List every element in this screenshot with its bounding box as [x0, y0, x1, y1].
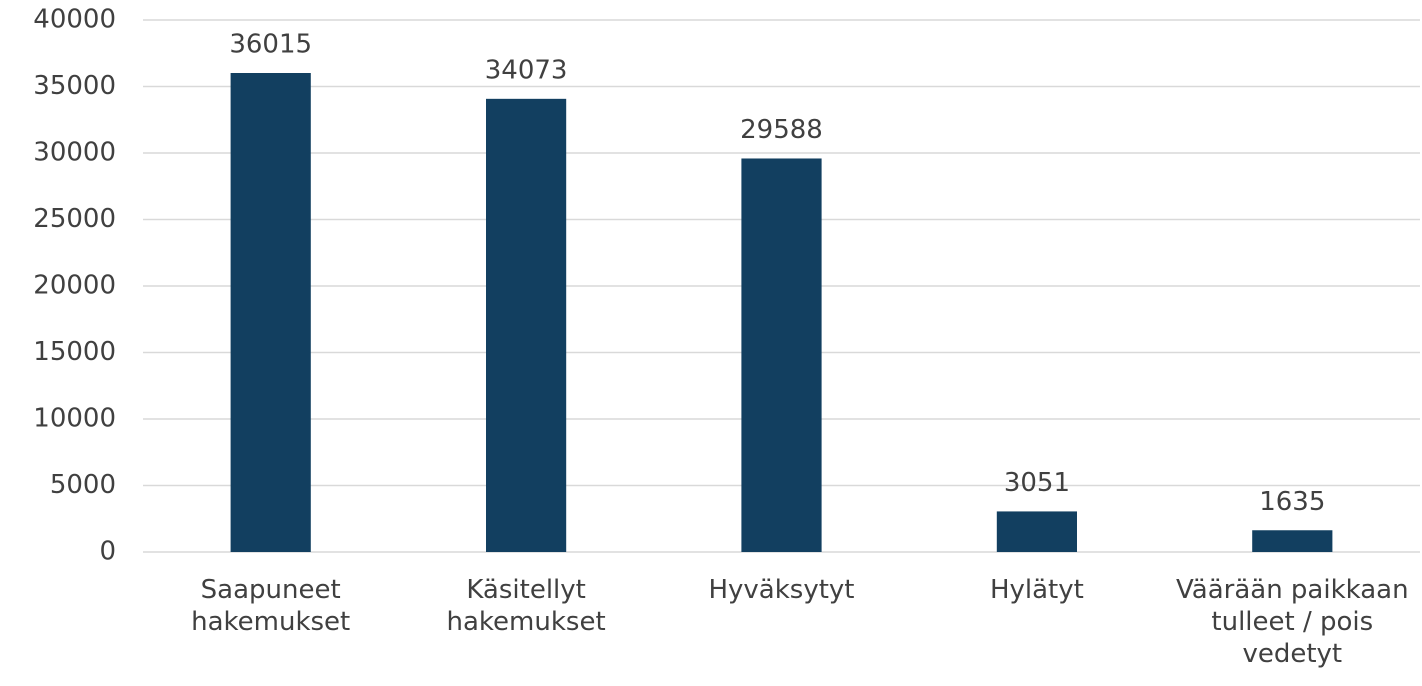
bar	[486, 98, 567, 552]
data-label: 29588	[740, 115, 823, 145]
y-tick-label: 40000	[33, 5, 116, 35]
bar	[1252, 530, 1333, 552]
y-tick-label: 5000	[50, 470, 116, 500]
data-label: 1635	[1259, 487, 1325, 517]
bar	[996, 511, 1077, 552]
x-tick-label: Saapuneet hakemukset	[191, 575, 351, 637]
y-tick-label: 20000	[33, 271, 116, 301]
data-label: 36015	[229, 30, 312, 60]
x-tick-label: Käsitellyt hakemukset	[446, 575, 606, 637]
y-tick-label: 25000	[33, 204, 116, 234]
bar	[230, 73, 311, 553]
y-tick-label: 35000	[33, 71, 116, 101]
y-tick-label: 10000	[33, 404, 116, 434]
x-tick-label: Väärään paikkaan tulleet / pois vedetyt	[1176, 575, 1409, 669]
bar	[741, 158, 822, 552]
y-tick-label: 15000	[33, 337, 116, 367]
data-label: 3051	[1004, 468, 1070, 498]
x-tick-label: Hyväksytyt	[708, 575, 855, 605]
y-tick-label: 0	[99, 537, 116, 567]
y-tick-label: 30000	[33, 138, 116, 168]
x-tick-label: Hylätyt	[989, 575, 1084, 605]
data-label: 34073	[485, 55, 568, 85]
